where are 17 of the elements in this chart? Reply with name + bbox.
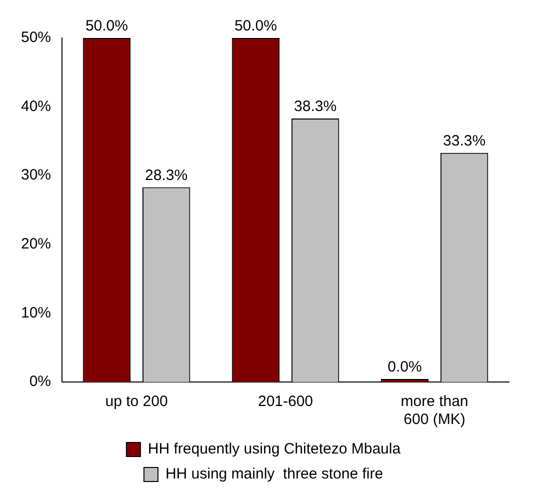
y-tick-label: 0% <box>29 373 52 390</box>
legend-label: HH frequently using Chitetezo Mbaula <box>148 440 402 458</box>
x-tick-label: more than 600 (MK) <box>400 393 468 428</box>
data-label: 38.3% <box>294 98 337 116</box>
data-label: 50.0% <box>234 18 277 35</box>
data-label: 0.0% <box>388 358 422 376</box>
data-label: 28.3% <box>145 166 188 184</box>
y-tick-label: 10% <box>20 304 52 322</box>
data-label: 33.3% <box>443 132 486 150</box>
x-tick-label: 201-600 <box>258 393 314 410</box>
y-tick-label: 20% <box>20 236 52 253</box>
y-tick-label: 30% <box>20 166 52 184</box>
y-tick-label: 40% <box>20 98 52 115</box>
y-tick-label: 50% <box>20 29 52 46</box>
legend-label: HH using mainly three stone fire <box>165 466 384 483</box>
data-label: 50.0% <box>85 18 128 35</box>
x-tick-label: up to 200 <box>105 393 168 410</box>
